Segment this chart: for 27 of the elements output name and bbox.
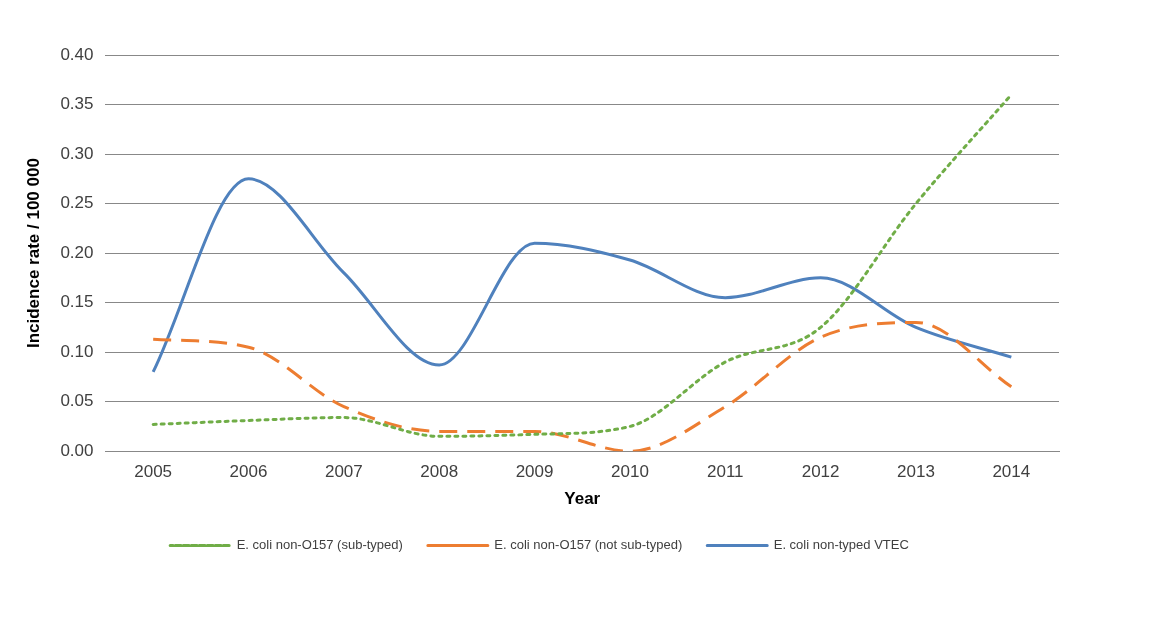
- x-tick-label: 2007: [324, 462, 363, 482]
- x-tick-label: 2010: [611, 462, 649, 482]
- legend-label: E. coli non-typed VTEC: [773, 537, 909, 553]
- x-tick-label: 2005: [134, 462, 173, 482]
- legend-label: E. coli non-O157 (not sub-typed): [494, 537, 683, 553]
- x-tick-label: 2013: [897, 462, 935, 482]
- y-tick-label: 0.00: [60, 440, 94, 460]
- y-tick-label: 0.05: [60, 391, 94, 411]
- y-tick-label: 0.40: [60, 44, 94, 64]
- x-tick-label: 2014: [992, 462, 1031, 482]
- y-axis-title: Incidence rate / 100 000: [23, 158, 43, 349]
- y-tick-label: 0.15: [60, 292, 94, 312]
- x-tick-label: 2009: [515, 462, 554, 482]
- line-series: [151, 177, 1013, 374]
- x-axis-title: Year: [564, 489, 601, 509]
- y-tick-label: 0.20: [60, 242, 94, 262]
- x-tick-label: 2008: [420, 462, 459, 482]
- legend-label: E. coli non-O157 (sub-typed): [236, 537, 403, 553]
- x-tick-label: 2006: [229, 462, 268, 482]
- y-tick-label: 0.10: [60, 341, 94, 361]
- y-tick-label: 0.35: [60, 94, 94, 114]
- x-tick-label: 2011: [706, 462, 744, 482]
- x-tick-label: 2012: [801, 462, 840, 482]
- line-series: [151, 93, 1013, 438]
- y-tick-label: 0.25: [60, 193, 94, 213]
- line-series: [151, 320, 1013, 452]
- y-tick-label: 0.30: [60, 143, 94, 163]
